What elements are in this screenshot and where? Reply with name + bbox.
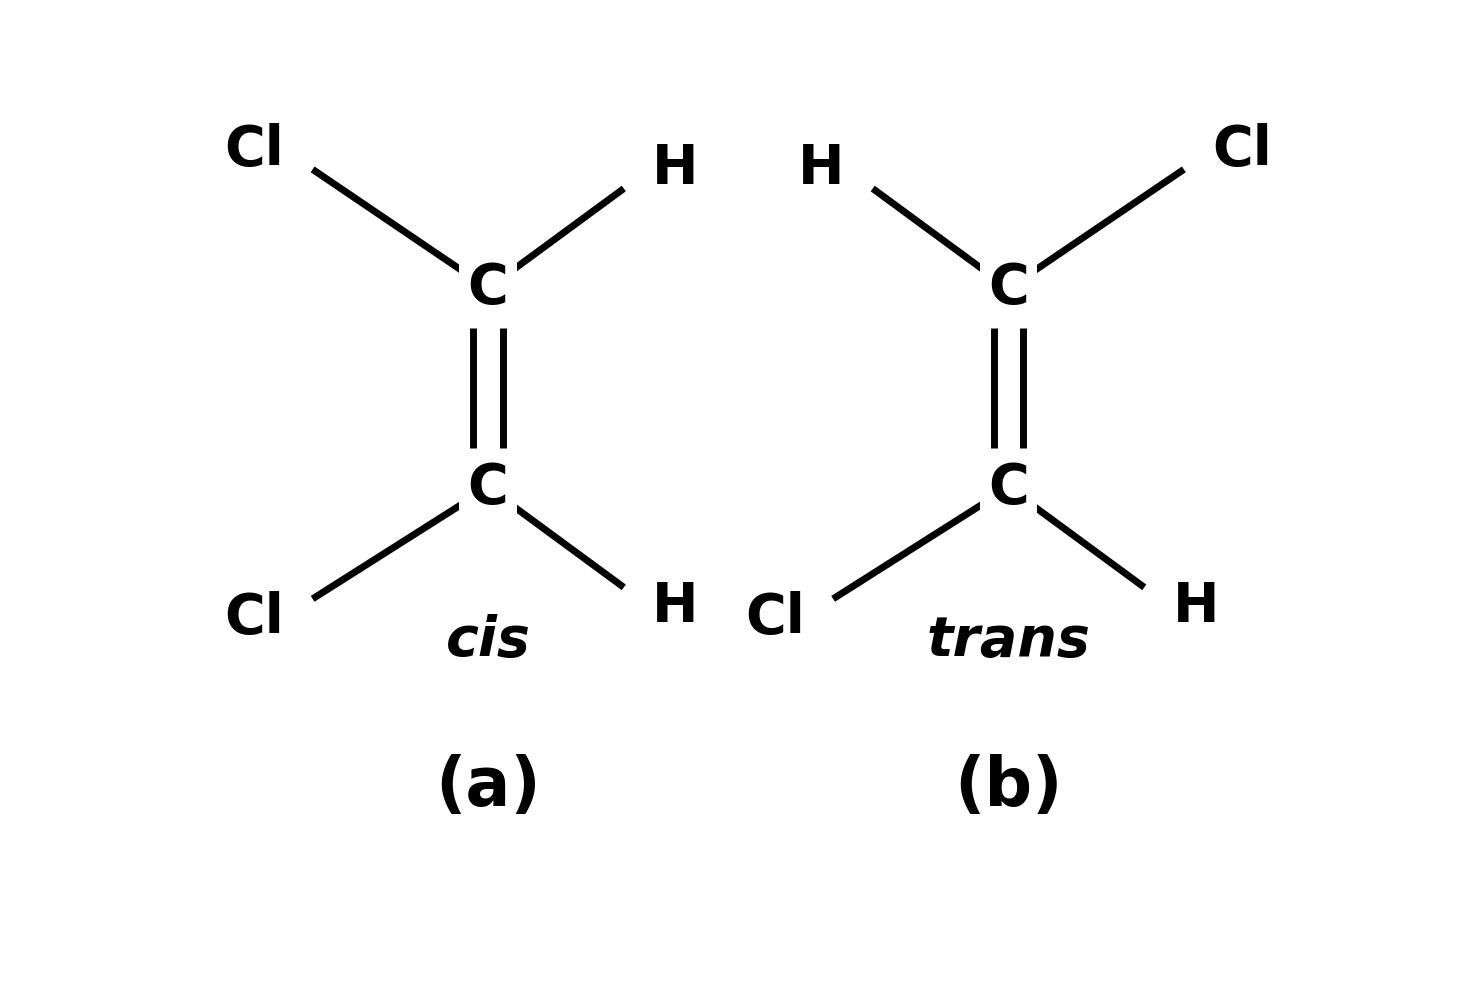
Text: C: C: [467, 460, 508, 515]
Text: H: H: [653, 142, 698, 196]
Text: C: C: [988, 460, 1029, 515]
Text: (a): (a): [435, 754, 540, 820]
Text: H: H: [1172, 580, 1219, 633]
Text: H: H: [799, 142, 844, 196]
Text: Cl: Cl: [225, 124, 285, 177]
Text: cis: cis: [445, 614, 530, 668]
Text: (b): (b): [955, 754, 1063, 820]
Text: H: H: [653, 580, 698, 633]
Text: Cl: Cl: [1212, 124, 1272, 177]
Text: C: C: [988, 261, 1029, 316]
Text: C: C: [467, 261, 508, 316]
Text: Cl: Cl: [745, 591, 804, 645]
Text: Cl: Cl: [225, 591, 285, 645]
Text: trans: trans: [927, 614, 1091, 668]
